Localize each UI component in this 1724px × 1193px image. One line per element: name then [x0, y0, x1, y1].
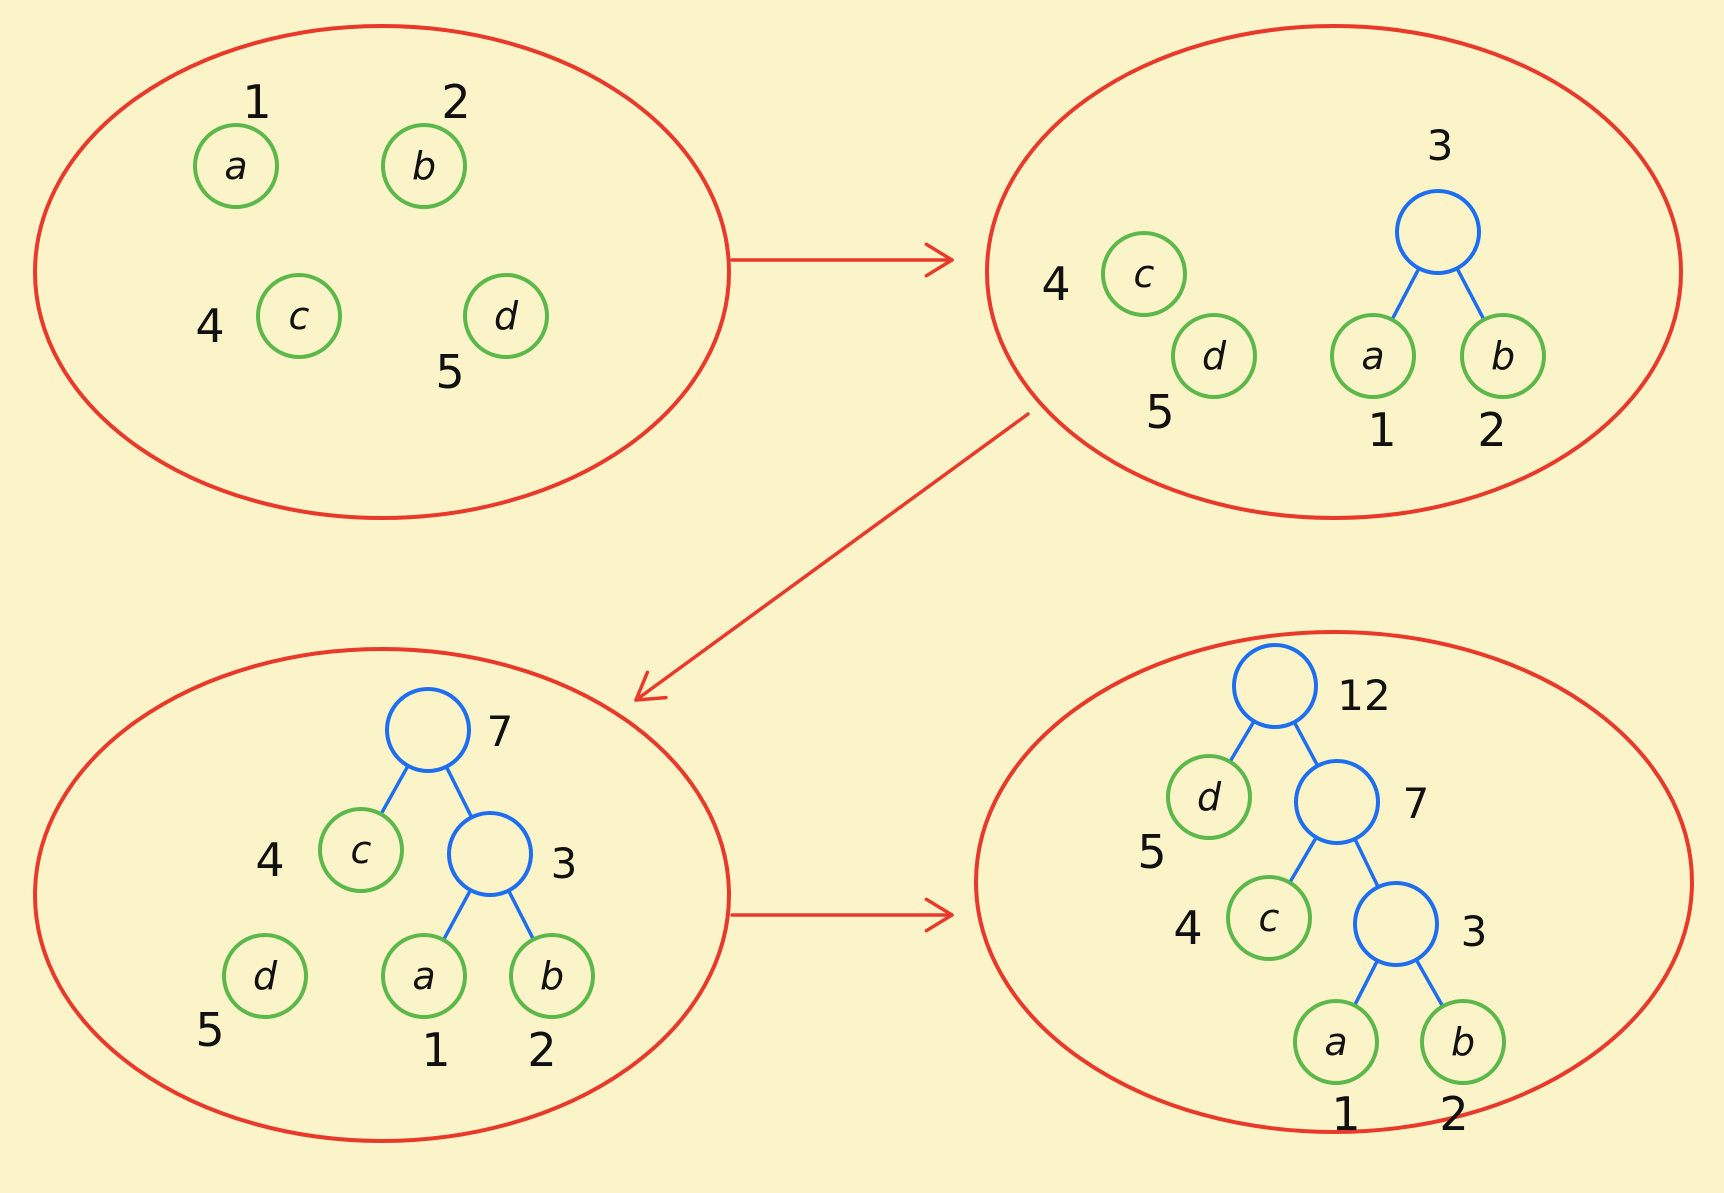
node-letter: a: [1361, 334, 1384, 378]
node-weight: 7: [1403, 779, 1430, 828]
arrow-head: [924, 897, 954, 933]
panel-p2: [985, 24, 1683, 520]
tree-edge-n3-b: [1455, 266, 1486, 322]
node-weight: 12: [1337, 671, 1390, 720]
internal-node-n3-p4: [1353, 881, 1439, 967]
node-weight: 4: [195, 299, 224, 353]
node-weight: 1: [1367, 403, 1396, 457]
internal-node-n3-p2: [1395, 189, 1481, 275]
arrow-head: [924, 242, 954, 278]
panel-p3: [33, 647, 731, 1143]
tree-edge-n7-c: [379, 764, 410, 816]
leaf-node-a-p1: [193, 123, 279, 209]
node-weight: 5: [1145, 385, 1174, 439]
internal-node-n7-p4: [1294, 759, 1380, 845]
leaf-node-d-p4: [1166, 754, 1252, 840]
node-letter: d: [1202, 334, 1227, 378]
arrow-p1-to-p2: [730, 242, 954, 278]
leaf-node-d-p3: [222, 933, 308, 1019]
node-weight: 4: [1041, 257, 1070, 311]
node-weight: 2: [1439, 1087, 1468, 1141]
node-weight: 4: [255, 833, 284, 887]
node-letter: a: [412, 954, 435, 998]
leaf-node-a-p2: [1330, 313, 1416, 399]
tree-edge-n3-b: [506, 888, 536, 942]
node-weight: 2: [441, 75, 470, 129]
panel-p4: [974, 630, 1694, 1134]
tree-edge-n7-c: [1287, 835, 1319, 885]
leaf-node-b-p2: [1460, 313, 1546, 399]
leaf-node-c-p2: [1101, 231, 1187, 317]
arrow-p3-to-p4: [730, 897, 954, 933]
tree-edge-n12-d: [1228, 719, 1256, 764]
node-letter: c: [351, 828, 372, 872]
node-letter: b: [1491, 334, 1515, 378]
node-weight: 5: [195, 1003, 224, 1057]
node-letter: a: [224, 144, 247, 188]
node-letter: d: [494, 294, 519, 338]
node-weight: 7: [487, 707, 514, 756]
leaf-node-c-p3: [318, 807, 404, 893]
node-letter: b: [412, 144, 436, 188]
leaf-node-b-p1: [381, 123, 467, 209]
tree-edge-n3-a: [1352, 958, 1380, 1008]
tree-edge-n3-a: [441, 888, 473, 942]
leaf-node-b-p3: [509, 933, 595, 1019]
node-weight: 2: [1477, 403, 1506, 457]
panel-p1: [33, 24, 731, 520]
tree-edge-n7-n3: [1353, 837, 1380, 889]
node-weight: 3: [1461, 907, 1488, 956]
node-weight: 3: [1427, 121, 1454, 170]
arrow-head: [634, 670, 668, 702]
node-letter: d: [1197, 775, 1222, 819]
node-weight: 1: [421, 1023, 450, 1077]
internal-node-n12-p4: [1232, 643, 1318, 729]
tree-edge-n7-n3: [444, 764, 474, 820]
node-letter: a: [1324, 1020, 1347, 1064]
arrow-p2-to-p3: [634, 412, 1030, 702]
node-letter: b: [540, 954, 564, 998]
leaf-node-a-p4: [1293, 999, 1379, 1085]
node-weight: 5: [1137, 825, 1166, 879]
node-weight: 1: [242, 75, 271, 129]
leaf-node-c-p4: [1226, 875, 1312, 961]
node-letter: c: [1134, 252, 1155, 296]
leaf-node-d-p2: [1171, 313, 1257, 399]
node-letter: c: [1259, 896, 1280, 940]
node-weight: 3: [551, 839, 578, 888]
leaf-node-a-p3: [381, 933, 467, 1019]
leaf-node-c-p1: [256, 273, 342, 359]
node-weight: 1: [1331, 1087, 1360, 1141]
tree-edge-n3-b: [1414, 957, 1445, 1009]
node-weight: 2: [527, 1023, 556, 1077]
internal-node-n7-p3: [385, 687, 471, 773]
internal-node-n3-p3: [447, 811, 533, 897]
node-weight: 4: [1173, 901, 1202, 955]
node-weight: 5: [435, 345, 464, 399]
leaf-node-b-p4: [1420, 999, 1506, 1085]
node-letter: c: [289, 294, 310, 338]
leaf-node-d-p1: [463, 273, 549, 359]
tree-edge-n3-a: [1390, 266, 1421, 322]
tree-edge-n12-n7: [1292, 720, 1320, 768]
node-letter: b: [1451, 1020, 1475, 1064]
node-letter: d: [253, 954, 278, 998]
